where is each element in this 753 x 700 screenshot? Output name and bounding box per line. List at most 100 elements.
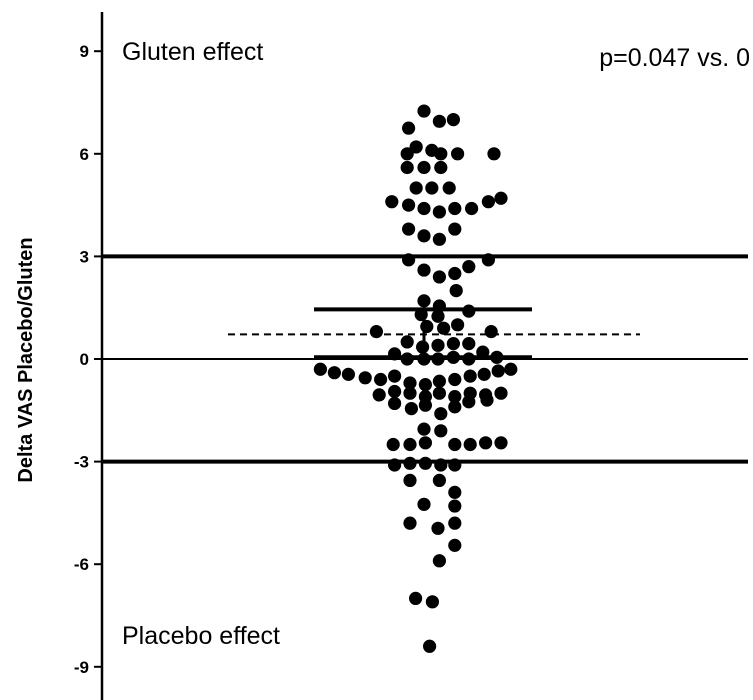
data-point (448, 222, 462, 236)
data-point (403, 437, 417, 452)
data-point (434, 458, 448, 472)
data-point (448, 458, 462, 472)
data-point (476, 345, 490, 359)
data-point (402, 198, 416, 212)
data-point (416, 340, 430, 354)
data-point (448, 499, 462, 513)
data-point (402, 121, 416, 135)
data-point (400, 160, 414, 175)
data-point (451, 318, 465, 332)
data-point (463, 437, 477, 452)
data-point (463, 369, 477, 383)
data-point (462, 260, 476, 274)
data-point (494, 386, 508, 400)
data-point (358, 371, 372, 385)
data-point (418, 456, 432, 470)
data-point (462, 304, 476, 318)
data-point (386, 437, 400, 452)
data-point (341, 367, 355, 381)
data-point (409, 591, 423, 606)
data-point (448, 485, 462, 499)
data-point (431, 338, 445, 352)
data-point (434, 147, 448, 161)
data-point (432, 554, 446, 568)
data-point (432, 270, 446, 284)
data-point (417, 104, 431, 118)
data-point (388, 369, 402, 383)
data-point (402, 222, 416, 236)
data-point (313, 362, 327, 376)
data-point (425, 595, 439, 609)
y-tick-label: -9 (74, 658, 89, 677)
data-point (327, 366, 341, 380)
data-point (417, 263, 431, 277)
data-point (446, 350, 460, 364)
data-point (431, 309, 445, 323)
data-point (432, 114, 446, 128)
data-point (481, 253, 495, 267)
y-tick-label: 3 (80, 247, 89, 266)
data-points (313, 104, 518, 653)
data-point (374, 372, 388, 387)
data-point (403, 516, 417, 530)
data-point (432, 232, 446, 246)
gluten-effect-annotation: Gluten effect (122, 38, 263, 66)
data-point (432, 299, 446, 313)
data-point (400, 335, 414, 349)
data-point (484, 325, 498, 339)
data-point (417, 294, 431, 308)
data-point (448, 372, 462, 387)
data-point (448, 266, 462, 281)
data-point (388, 384, 402, 399)
y-axis-ticks: -9 -6 -3 0 3 6 9 (74, 42, 102, 677)
data-point (417, 422, 431, 436)
y-tick-label: -3 (74, 453, 89, 472)
data-point (448, 390, 462, 404)
data-point (448, 400, 462, 414)
data-point (434, 424, 448, 438)
data-point (462, 352, 476, 366)
data-point (404, 401, 418, 416)
data-point (403, 473, 417, 488)
y-tick-label: -6 (74, 555, 89, 574)
data-point (388, 347, 402, 361)
data-point (479, 436, 493, 450)
data-point (448, 538, 462, 552)
data-point (385, 195, 399, 209)
placebo-effect-annotation: Placebo effect (122, 622, 280, 650)
data-point (434, 160, 448, 175)
data-point (417, 160, 431, 175)
y-tick-label: 0 (80, 350, 89, 369)
data-point (437, 321, 451, 335)
data-point (442, 181, 456, 195)
data-point (494, 436, 508, 450)
data-point (418, 378, 432, 392)
data-point (465, 201, 479, 216)
data-point (417, 497, 431, 511)
data-point (432, 386, 446, 400)
data-point (425, 181, 439, 195)
data-point (417, 201, 431, 216)
data-point (403, 456, 417, 470)
data-point (400, 352, 414, 366)
y-axis-title: Delta VAS Placebo/Gluten (15, 237, 37, 482)
data-point (494, 191, 508, 205)
data-point (491, 364, 505, 378)
data-point (418, 398, 432, 412)
data-point (414, 307, 428, 322)
data-point (400, 147, 414, 161)
data-point (462, 337, 476, 351)
data-point (432, 473, 446, 488)
data-point (403, 386, 417, 400)
data-point (431, 352, 445, 366)
data-point (423, 639, 437, 653)
data-point (480, 393, 494, 407)
data-point (432, 374, 446, 388)
data-point (372, 388, 386, 402)
data-point (409, 140, 423, 154)
data-point (451, 147, 465, 161)
data-point (481, 195, 495, 209)
data-point (409, 181, 423, 195)
data-point (388, 396, 402, 411)
